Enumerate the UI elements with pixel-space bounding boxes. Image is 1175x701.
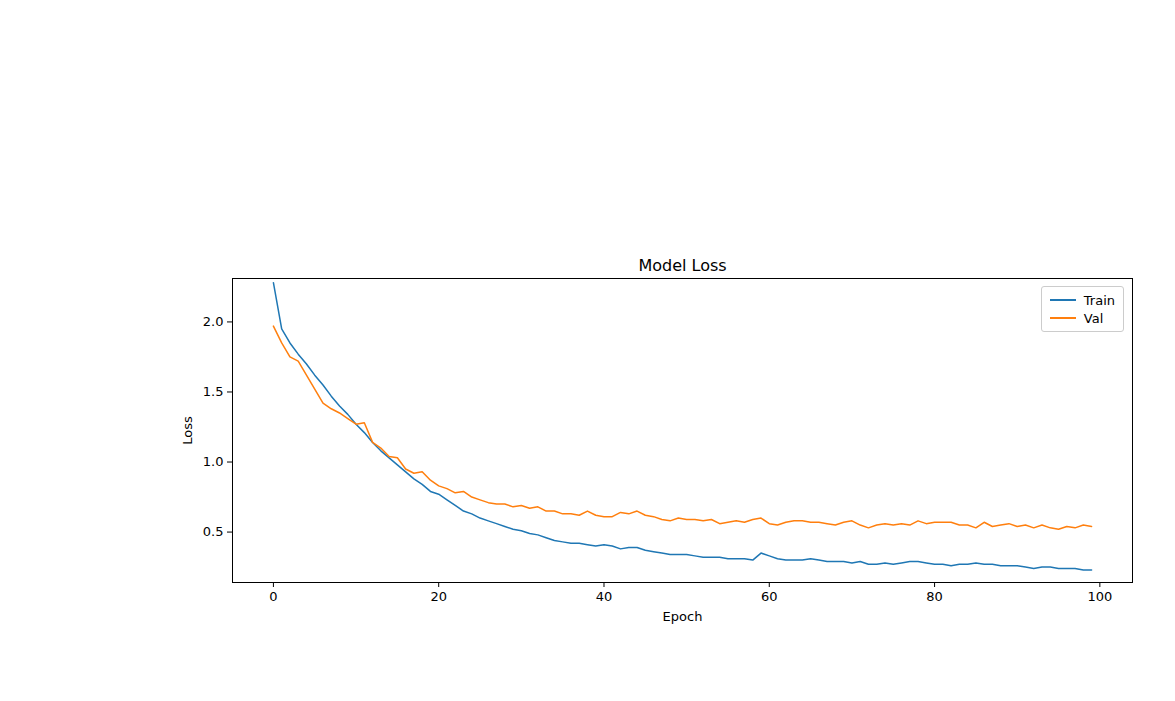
svg-text:1.0: 1.0 [203, 454, 224, 469]
svg-text:Epoch: Epoch [663, 609, 703, 624]
svg-text:Loss: Loss [180, 416, 195, 445]
svg-text:60: 60 [761, 589, 778, 604]
svg-text:40: 40 [596, 589, 613, 604]
svg-text:100: 100 [1087, 589, 1112, 604]
svg-text:Model Loss: Model Loss [638, 256, 726, 275]
svg-text:2.0: 2.0 [203, 314, 224, 329]
svg-text:0: 0 [269, 589, 277, 604]
html-text:Train: Train [1083, 292, 1115, 308]
svg-text:0.5: 0.5 [203, 524, 224, 539]
html-text:Val: Val [1083, 310, 1104, 326]
svg-text:1.5: 1.5 [203, 384, 224, 399]
svg-text:20: 20 [430, 589, 447, 604]
svg-text:80: 80 [926, 589, 943, 604]
